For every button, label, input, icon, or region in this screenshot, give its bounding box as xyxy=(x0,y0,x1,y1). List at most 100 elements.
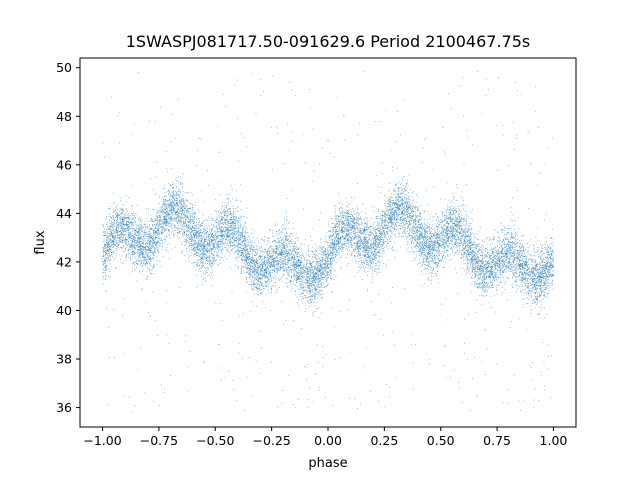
data-point xyxy=(105,269,107,271)
data-point xyxy=(509,241,511,243)
data-point xyxy=(161,212,163,214)
data-point xyxy=(540,374,542,376)
data-point xyxy=(222,246,224,248)
data-point xyxy=(515,262,517,264)
data-point xyxy=(492,287,494,289)
data-point xyxy=(125,244,127,246)
data-point xyxy=(301,277,303,279)
data-point xyxy=(116,237,118,238)
data-point xyxy=(111,229,113,231)
data-point xyxy=(233,84,235,86)
data-point xyxy=(256,277,258,279)
data-point xyxy=(403,185,405,187)
data-point xyxy=(119,237,121,239)
data-point xyxy=(365,239,367,241)
data-point xyxy=(493,269,495,271)
data-point xyxy=(232,219,234,221)
data-point xyxy=(275,222,277,223)
data-point xyxy=(194,240,195,242)
data-point xyxy=(176,222,178,224)
data-point xyxy=(206,232,208,234)
data-point xyxy=(254,282,256,284)
data-point xyxy=(297,277,299,279)
data-point xyxy=(198,268,200,270)
data-point xyxy=(138,229,139,231)
data-point xyxy=(358,213,360,215)
data-point xyxy=(184,245,185,246)
data-point xyxy=(436,228,438,230)
data-point xyxy=(474,282,476,284)
data-point xyxy=(118,241,120,243)
data-point xyxy=(550,276,552,278)
data-point xyxy=(432,219,434,221)
data-point xyxy=(392,246,394,248)
data-point xyxy=(357,218,359,220)
data-point xyxy=(530,254,531,256)
data-point xyxy=(159,260,161,262)
data-point xyxy=(189,351,191,352)
data-point xyxy=(432,224,434,226)
data-point xyxy=(494,246,496,248)
data-point xyxy=(274,240,276,242)
data-point xyxy=(437,234,439,236)
data-point xyxy=(488,287,489,289)
data-point xyxy=(218,251,219,253)
data-point xyxy=(229,266,231,268)
data-point xyxy=(184,203,186,205)
data-point xyxy=(258,255,260,257)
data-point xyxy=(463,251,465,253)
data-point xyxy=(379,242,381,244)
data-point xyxy=(106,225,108,227)
data-point xyxy=(273,250,275,252)
data-point xyxy=(320,271,322,273)
data-point xyxy=(128,256,130,258)
data-point xyxy=(438,224,440,226)
data-point xyxy=(156,263,158,265)
data-point xyxy=(130,258,131,259)
data-point xyxy=(339,219,341,220)
data-point xyxy=(540,283,542,285)
data-point xyxy=(136,241,138,243)
data-point xyxy=(537,292,539,294)
data-point xyxy=(245,221,246,223)
data-point xyxy=(479,278,481,280)
data-point xyxy=(386,240,388,242)
data-point xyxy=(185,248,187,249)
data-point xyxy=(225,247,227,249)
data-point xyxy=(434,251,436,253)
data-point xyxy=(180,182,182,183)
data-point xyxy=(344,139,346,141)
data-point xyxy=(431,281,432,283)
data-point xyxy=(313,292,315,293)
data-point xyxy=(138,230,140,232)
data-point xyxy=(296,285,298,287)
data-point xyxy=(444,151,446,153)
data-point xyxy=(469,259,471,261)
data-point xyxy=(424,258,426,260)
data-point xyxy=(534,297,536,299)
data-point xyxy=(312,128,314,130)
data-point xyxy=(215,260,217,262)
data-point xyxy=(383,219,385,221)
data-point xyxy=(460,240,462,242)
data-point xyxy=(456,251,458,253)
data-point xyxy=(135,246,137,247)
data-point xyxy=(150,260,152,262)
data-point xyxy=(368,254,370,256)
data-point xyxy=(241,264,243,266)
data-point xyxy=(470,237,472,239)
data-point xyxy=(188,260,190,262)
data-point xyxy=(548,245,550,247)
data-point xyxy=(398,197,400,198)
data-point xyxy=(219,244,221,246)
data-point xyxy=(384,220,386,222)
data-point xyxy=(136,204,138,206)
data-point xyxy=(197,259,199,261)
data-point xyxy=(249,281,251,283)
data-point xyxy=(421,230,423,232)
data-point xyxy=(547,257,549,259)
data-point xyxy=(142,234,144,236)
data-point xyxy=(141,231,143,233)
data-point xyxy=(127,229,129,231)
data-point xyxy=(286,216,288,218)
